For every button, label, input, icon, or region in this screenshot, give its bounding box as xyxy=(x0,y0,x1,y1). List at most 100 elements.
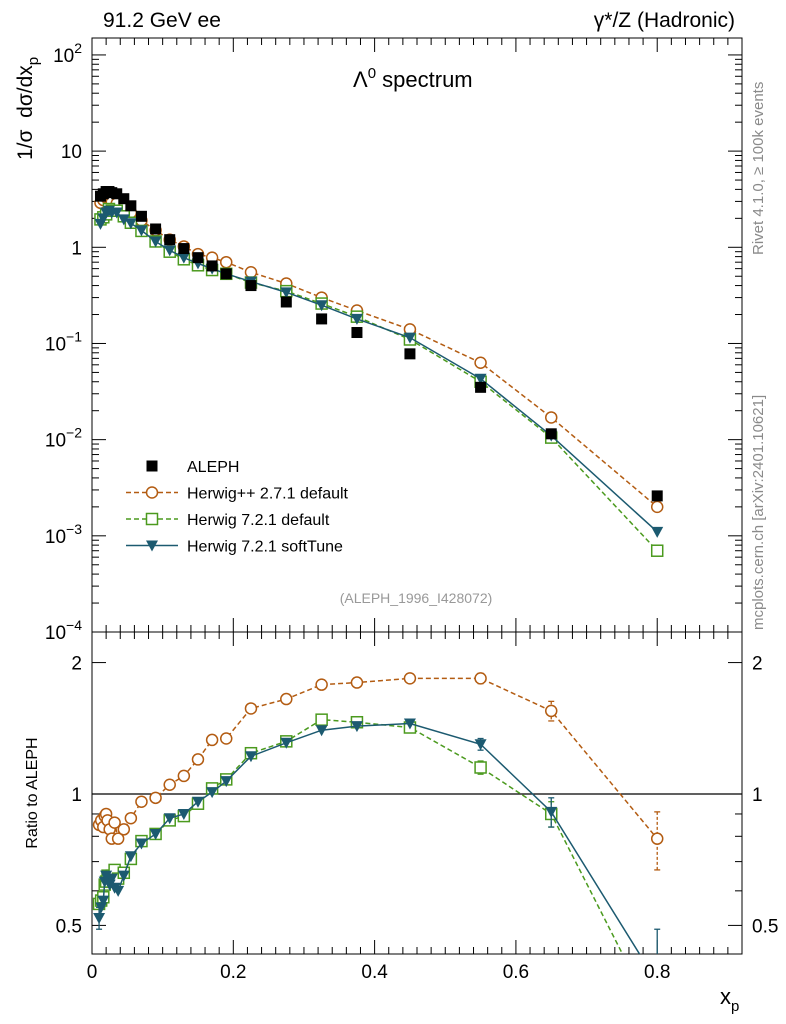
main-point-data xyxy=(651,490,663,502)
ratio-plot-frame xyxy=(91,631,743,955)
ratio-point-herwigpp xyxy=(315,678,328,691)
ratio-point-softtune xyxy=(350,721,363,733)
ratio-point-softtune xyxy=(177,808,190,820)
ratio-ytick-label-right: 1 xyxy=(752,785,763,806)
ratio-point-softtune xyxy=(149,828,162,840)
ratio-point-herwigpp xyxy=(177,769,191,783)
ratio-point-softtune xyxy=(315,725,328,737)
ratio-point-herwigpp xyxy=(111,832,125,845)
main-point-softtune xyxy=(315,300,328,312)
ratio-point-herwigpp xyxy=(135,795,148,808)
main-point-data xyxy=(178,243,190,255)
ratio-xtick-label: 0 xyxy=(87,962,98,983)
main-series-data xyxy=(94,186,663,502)
main-point-data xyxy=(220,268,232,280)
ratio-xtick-label: 0.6 xyxy=(503,962,529,983)
ratio-xlabel: xp xyxy=(720,984,739,1015)
header-right: γ*/Z (Hadronic) xyxy=(594,9,735,32)
main-point-data xyxy=(111,188,123,200)
main-point-data xyxy=(351,327,363,339)
main-point-data xyxy=(135,210,147,222)
main-ylabel-text: 1/σ dσ/dx xyxy=(14,65,37,160)
side-text-bottom: mcplots.cern.ch [arXiv:2401.10621] xyxy=(750,395,767,630)
ratio-xlabel-text: x xyxy=(720,984,731,1009)
ratio-point-herwigpp xyxy=(544,704,558,718)
legend: ALEPH Herwig++ 2.7.1 default Herwig 7.2.1 … xyxy=(126,459,349,556)
analysis-id: (ALEPH_1996_I428072) xyxy=(340,590,493,606)
main-point-softtune xyxy=(651,526,664,538)
ratio-point-herwigpp xyxy=(474,672,487,685)
ratio-series-layer xyxy=(92,672,664,954)
header-left: 91.2 GeV ee xyxy=(103,9,221,32)
main-point-softtune xyxy=(135,225,148,237)
ratio-point-softtune xyxy=(124,851,137,863)
main-point-data xyxy=(150,223,162,235)
legend-label-data: ALEPH xyxy=(187,459,239,476)
main-point-data xyxy=(125,200,137,212)
main-point-data xyxy=(245,280,257,292)
main-ytick-label-base: 10 xyxy=(61,142,82,163)
ratio-ytick-label-left: 0.5 xyxy=(56,916,82,937)
main-ytick-label: 10−2 xyxy=(45,425,82,452)
ratio-point-softtune xyxy=(280,737,293,749)
ratio-line-softtune xyxy=(98,722,641,954)
ratio-point-herwigpp xyxy=(163,778,176,791)
main-point-softtune xyxy=(350,313,363,325)
ratio-point-softtune xyxy=(117,870,130,882)
ratio-point-softtune xyxy=(105,873,118,885)
main-ytick-label: 10−1 xyxy=(45,328,82,355)
ratio-point-herwigpp xyxy=(108,816,121,829)
ratio-ylabel: Ratio to ALEPH xyxy=(24,737,41,848)
ratio-ytick-label-left: 2 xyxy=(71,654,82,675)
main-ytick-label: 10 xyxy=(61,142,82,163)
main-point-herwigpp xyxy=(544,411,558,424)
main-ylabel-sub: p xyxy=(25,57,42,65)
main-point-data xyxy=(280,296,292,308)
main-point-herwigpp xyxy=(474,356,487,370)
ratio-point-herwig721 xyxy=(474,761,487,774)
ratio-point-herwigpp xyxy=(280,692,293,706)
main-point-softtune xyxy=(177,252,190,264)
ratio-series-softtune xyxy=(93,718,661,954)
main-ytick-label-exp: −4 xyxy=(66,617,82,633)
legend-label-herwig721: Herwig 7.2.1 default xyxy=(187,512,330,529)
ratio-point-herwigpp xyxy=(191,753,205,766)
main-title: Λ0 spectrum xyxy=(353,65,473,92)
ratio-xtick-label: 0.2 xyxy=(220,962,246,983)
ratio-point-softtune xyxy=(220,776,233,788)
ratio-point-herwigpp xyxy=(149,791,162,805)
main-ytick-label-base: 10 xyxy=(45,527,66,548)
ratio-point-softtune xyxy=(403,718,416,730)
ratio-point-softtune xyxy=(112,885,125,897)
legend-marker-herwig721 xyxy=(145,512,159,526)
main-ytick-label-base: 10 xyxy=(45,431,66,452)
legend-marker-softtune xyxy=(146,540,158,552)
main-point-softtune xyxy=(280,287,293,299)
ratio-point-softtune xyxy=(97,895,110,907)
main-point-data xyxy=(206,260,218,272)
main-point-softtune xyxy=(474,373,487,385)
ratio-point-herwigpp xyxy=(650,832,664,845)
main-ytick-label: 10−3 xyxy=(45,521,82,548)
main-ytick-label-exp: −2 xyxy=(66,425,82,441)
ratio-axis-ticks: 2 2 1 1 0.5 0.5 0 0.2 0.4 0.6 0.8 xyxy=(56,632,778,983)
main-series-softtune xyxy=(94,205,664,538)
main-point-data xyxy=(475,381,487,393)
main-series-herwigpp xyxy=(94,191,664,514)
ratio-point-softtune xyxy=(135,838,148,850)
ratio-point-herwigpp xyxy=(219,732,233,745)
main-point-data xyxy=(316,313,328,325)
main-ytick-label: 102 xyxy=(53,40,82,67)
legend-label-herwigpp: Herwig++ 2.7.1 default xyxy=(187,486,349,503)
main-point-data xyxy=(545,428,557,440)
legend-marker-data xyxy=(146,460,158,472)
ratio-point-herwigpp xyxy=(117,823,131,836)
ratio-series-herwigpp xyxy=(92,672,664,871)
ratio-point-softtune xyxy=(545,806,558,818)
main-ytick-label-exp: −1 xyxy=(66,328,82,344)
main-title-base: Λ xyxy=(353,67,368,92)
main-series-layer xyxy=(94,186,664,557)
main-ytick-label-base: 1 xyxy=(71,238,82,259)
